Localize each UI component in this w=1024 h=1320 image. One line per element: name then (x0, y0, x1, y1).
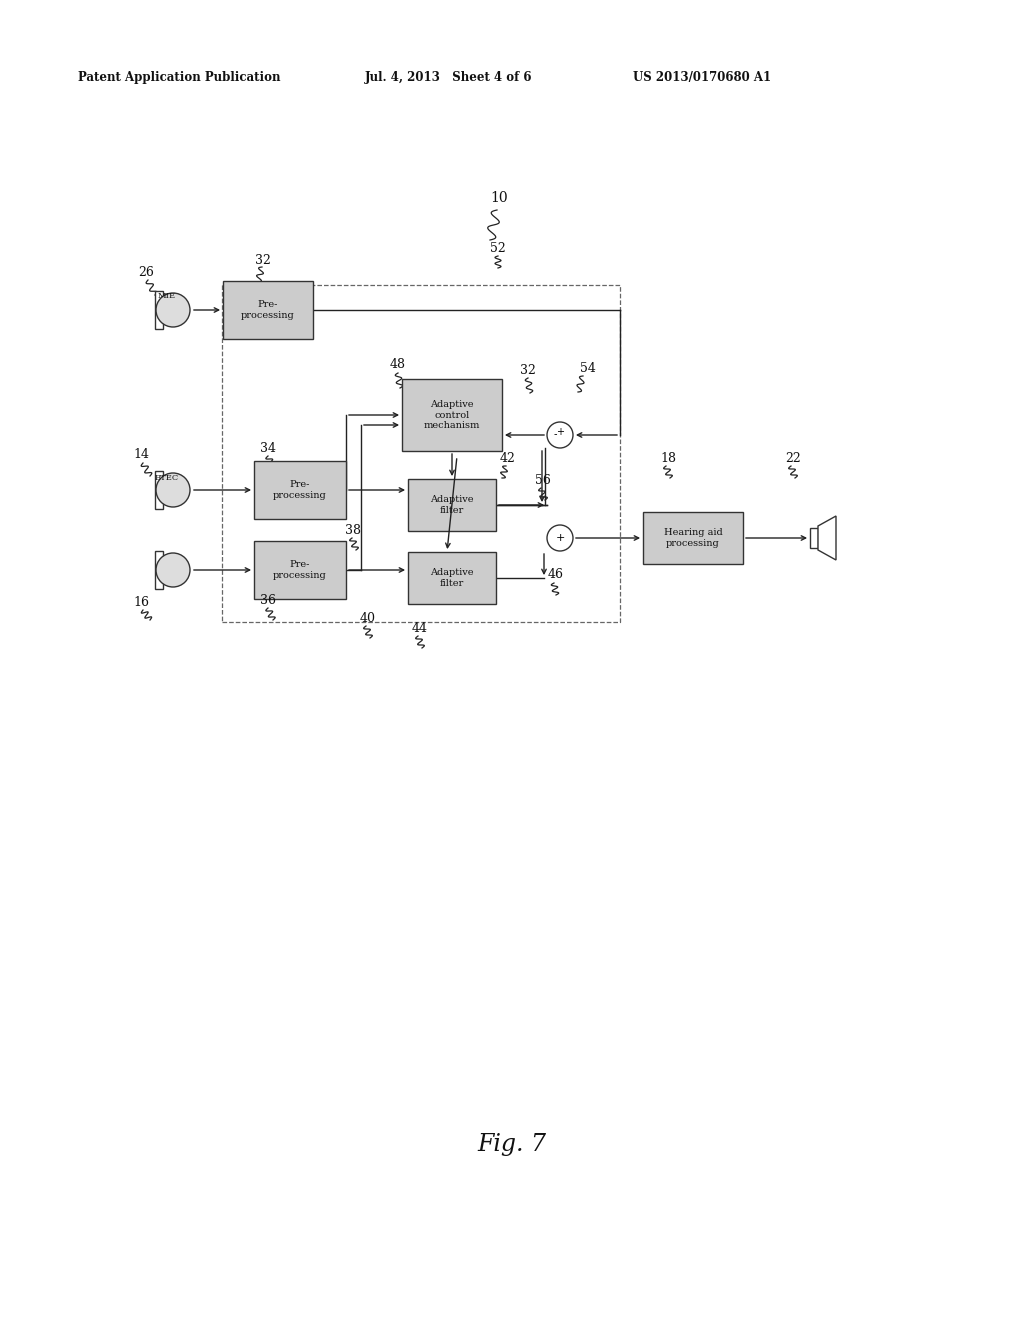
Text: BTEC: BTEC (155, 474, 179, 482)
Text: 26: 26 (138, 265, 154, 279)
Text: 10: 10 (490, 191, 508, 205)
Bar (408, 552, 496, 605)
Bar (408, 479, 496, 531)
Text: Adaptive
filter: Adaptive filter (430, 568, 474, 587)
Bar (254, 461, 346, 519)
Text: Pre-
processing: Pre- processing (241, 300, 295, 319)
Circle shape (156, 473, 190, 507)
Text: 44: 44 (412, 622, 428, 635)
Text: 32: 32 (520, 363, 536, 376)
Bar (155, 290, 163, 329)
Text: 32: 32 (255, 253, 271, 267)
Text: 48: 48 (390, 359, 406, 371)
Text: Hearing aid
processing: Hearing aid processing (664, 528, 722, 548)
Text: 38: 38 (345, 524, 361, 536)
Bar (402, 379, 502, 451)
Bar (254, 541, 346, 599)
Bar (223, 281, 313, 339)
Text: US 2013/0170680 A1: US 2013/0170680 A1 (633, 71, 771, 84)
Text: Pre-
processing: Pre- processing (273, 480, 327, 500)
Polygon shape (818, 516, 836, 560)
Text: Pre-
processing: Pre- processing (273, 560, 327, 579)
Text: +: + (556, 426, 564, 437)
Text: Patent Application Publication: Patent Application Publication (78, 71, 281, 84)
Text: Jul. 4, 2013   Sheet 4 of 6: Jul. 4, 2013 Sheet 4 of 6 (365, 71, 532, 84)
Text: 56: 56 (535, 474, 551, 487)
Circle shape (156, 553, 190, 587)
Text: 14: 14 (133, 449, 150, 462)
Text: -: - (553, 429, 557, 440)
Text: +: + (555, 533, 564, 543)
Text: Fig. 7: Fig. 7 (477, 1134, 547, 1156)
Text: MIE: MIE (158, 292, 176, 300)
Text: 54: 54 (580, 362, 596, 375)
Bar (222, 285, 620, 622)
Circle shape (547, 525, 573, 550)
Text: 42: 42 (500, 451, 516, 465)
Bar (155, 550, 163, 589)
Text: 40: 40 (360, 611, 376, 624)
Text: 18: 18 (660, 451, 676, 465)
Text: 16: 16 (133, 595, 150, 609)
Bar (155, 471, 163, 510)
Text: 52: 52 (490, 242, 506, 255)
Text: 46: 46 (548, 569, 564, 582)
Circle shape (156, 293, 190, 327)
Text: Adaptive
control
mechanism: Adaptive control mechanism (424, 400, 480, 430)
Circle shape (547, 422, 573, 447)
Bar (810, 528, 818, 548)
Text: 22: 22 (785, 451, 801, 465)
Text: 36: 36 (260, 594, 276, 606)
Text: 34: 34 (260, 441, 276, 454)
Bar (643, 512, 743, 564)
Text: Adaptive
filter: Adaptive filter (430, 495, 474, 515)
